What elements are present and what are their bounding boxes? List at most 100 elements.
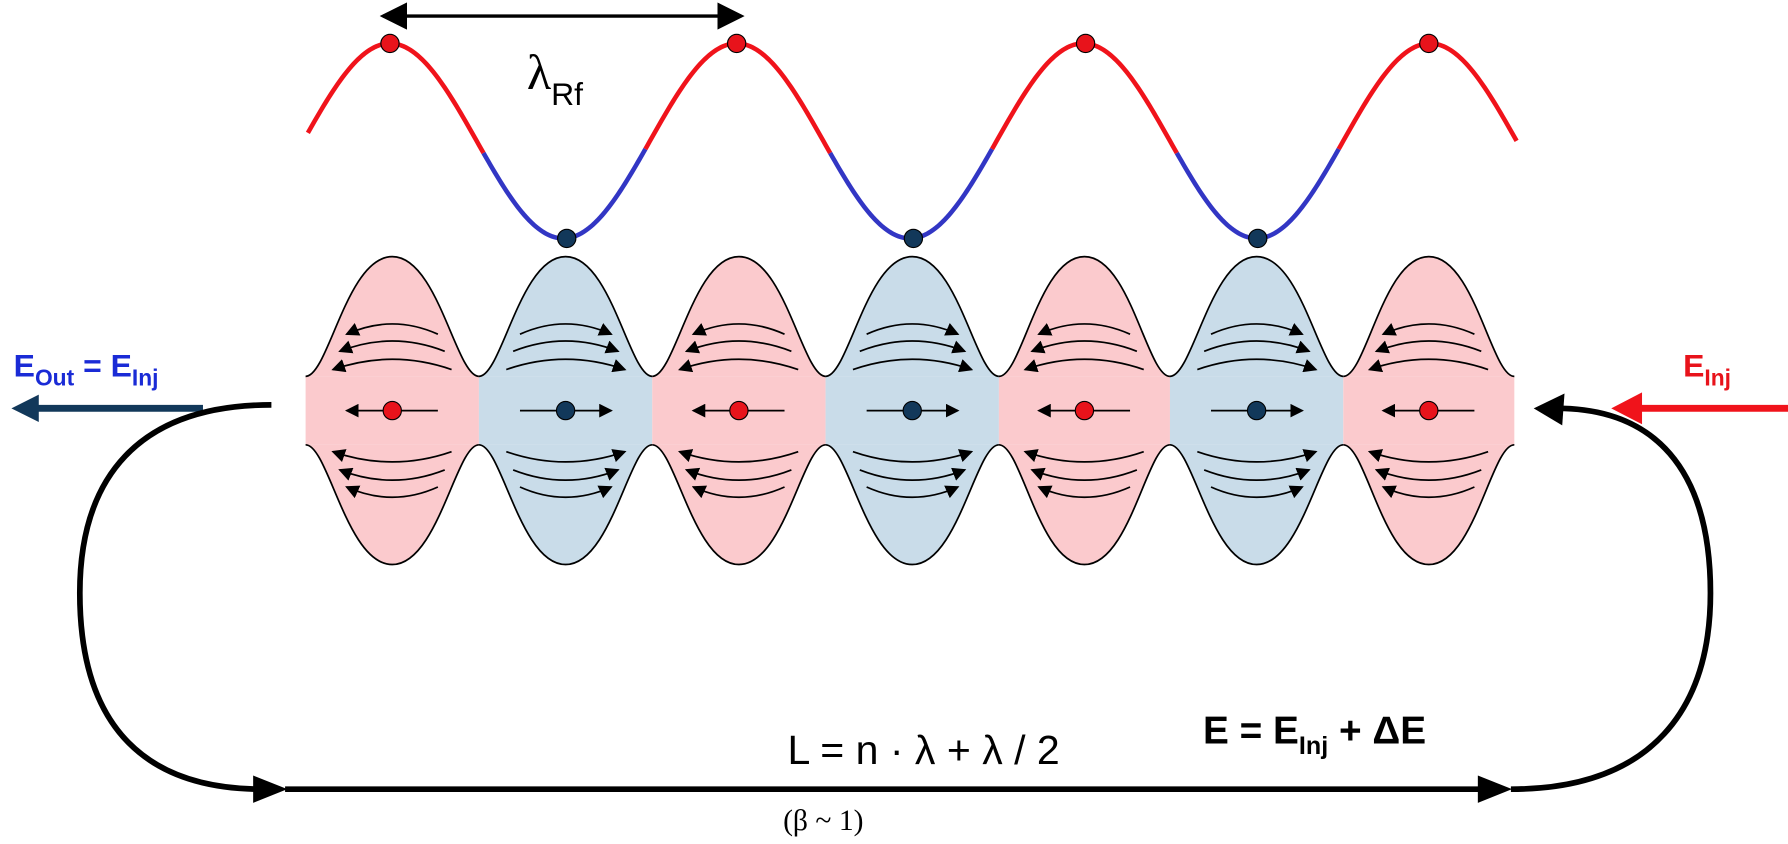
- field-line: [338, 467, 446, 481]
- injection-energy-label: EInj: [1683, 347, 1731, 390]
- arrowhead: [253, 775, 288, 803]
- cell-outline-bottom: [825, 443, 1000, 566]
- field-line: [331, 449, 452, 463]
- field-line: [866, 323, 960, 336]
- field-line: [512, 467, 620, 481]
- cell-outline-top: [305, 255, 480, 378]
- injection-arrowhead: [1611, 392, 1643, 425]
- field-line: [1381, 485, 1475, 499]
- loop-length-label: L = n · λ + λ / 2: [788, 727, 1060, 773]
- field-line: [1374, 340, 1482, 354]
- particle: [1419, 400, 1439, 421]
- cell-outline-top: [652, 255, 826, 378]
- field-line: [519, 323, 613, 336]
- field-line: [1210, 323, 1304, 336]
- wave-crest: [643, 41, 833, 155]
- cell-outline-bottom: [998, 443, 1171, 566]
- cell-outline-bottom: [1169, 443, 1344, 566]
- field-line: [1367, 358, 1489, 373]
- cell-outline-top: [1169, 255, 1344, 378]
- wave-trough: [481, 147, 648, 241]
- particle: [555, 400, 576, 421]
- cell-outline-top: [478, 255, 653, 378]
- particle: [1246, 400, 1267, 421]
- field-line: [1037, 323, 1131, 336]
- field-line: [852, 449, 974, 463]
- particle: [1074, 400, 1095, 421]
- field-line: [691, 323, 785, 336]
- field-line: [519, 485, 613, 499]
- field-line: [338, 340, 446, 354]
- field-line: [1203, 467, 1311, 481]
- subscript: Inj: [1299, 732, 1328, 760]
- return-arc-right: [1510, 405, 1714, 793]
- field-line: [345, 485, 439, 499]
- wave-crest: [1336, 41, 1519, 151]
- return-arc-left: [76, 402, 272, 793]
- field-line: [684, 340, 792, 354]
- cell-outline-top: [998, 255, 1171, 378]
- subscript: Inj: [1704, 365, 1731, 391]
- cell-outline-bottom: [305, 443, 480, 566]
- cell-outline-bottom: [478, 443, 653, 566]
- field-line: [1210, 485, 1304, 499]
- particle: [382, 400, 402, 421]
- particle: [729, 400, 749, 421]
- wave-crest: [305, 41, 486, 155]
- field-line: [866, 485, 960, 499]
- field-line: [678, 358, 799, 373]
- symbol: λ: [527, 44, 552, 100]
- field-line: [506, 449, 627, 463]
- energy-gain-label: E = EInj + ΔE: [1203, 710, 1426, 760]
- output-arrowhead: [11, 394, 39, 422]
- rf-wavelength-label: λRf: [527, 44, 583, 112]
- field-line: [1030, 340, 1138, 354]
- field-line: [345, 323, 439, 336]
- e: = E: [74, 347, 132, 383]
- field-line: [1023, 358, 1145, 373]
- wave-trough: [1174, 147, 1341, 241]
- field-line: [684, 467, 792, 481]
- field-line: [1030, 467, 1138, 481]
- field-line: [1037, 485, 1131, 499]
- field-line: [1381, 323, 1475, 336]
- wave-trough: [828, 147, 995, 241]
- field-line: [1197, 358, 1318, 373]
- wave-crest: [990, 41, 1179, 155]
- crest-dot: [726, 33, 747, 54]
- subscript: Out: [35, 365, 75, 391]
- rf-wave: [305, 33, 1519, 249]
- cell-outline-top: [1343, 255, 1515, 378]
- field-line: [859, 340, 967, 354]
- crest-dot: [1419, 33, 1439, 54]
- field-line: [1023, 449, 1145, 463]
- field-line: [331, 358, 452, 373]
- field-line: [852, 358, 974, 373]
- crest-dot: [380, 33, 400, 54]
- subscript: Inj: [132, 365, 159, 391]
- cell-outline-bottom: [652, 443, 826, 566]
- e: E: [1683, 347, 1704, 383]
- trough-dot: [1248, 228, 1268, 249]
- field-line: [1203, 340, 1311, 354]
- subscript: Rf: [551, 76, 583, 112]
- field-line: [1197, 449, 1318, 463]
- trough-dot: [557, 228, 577, 249]
- field-line: [1367, 449, 1489, 463]
- arrowhead: [1533, 393, 1565, 426]
- beta-label: (β ~ 1): [783, 805, 863, 837]
- crest-dot: [1075, 33, 1096, 54]
- field-line: [512, 340, 620, 354]
- cell-outline-bottom: [1343, 443, 1515, 566]
- arrowhead: [1477, 775, 1513, 803]
- field-line: [1374, 467, 1482, 481]
- e: + ΔE: [1328, 710, 1426, 753]
- field-line: [678, 449, 799, 463]
- e: E = E: [1203, 710, 1299, 753]
- particle: [902, 400, 922, 421]
- field-line: [691, 485, 785, 499]
- cavity-cells: [305, 255, 1515, 566]
- output-energy-label: EOut = EInj: [14, 347, 159, 390]
- cell-outline-top: [825, 255, 1000, 378]
- trough-dot: [903, 228, 924, 249]
